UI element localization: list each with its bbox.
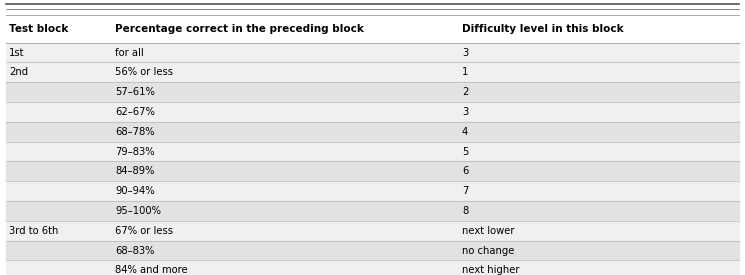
Bar: [6, 260, 739, 275]
Bar: [6, 43, 739, 62]
Text: 5: 5: [462, 147, 469, 156]
Text: 8: 8: [462, 206, 468, 216]
Bar: [6, 62, 739, 82]
Text: 79–83%: 79–83%: [115, 147, 155, 156]
Bar: [6, 221, 739, 241]
Bar: [6, 161, 739, 181]
Bar: [6, 122, 739, 142]
Text: next lower: next lower: [462, 226, 514, 236]
Text: 3: 3: [462, 48, 468, 57]
Bar: [6, 142, 739, 161]
Text: 6: 6: [462, 166, 469, 176]
Text: 57–61%: 57–61%: [115, 87, 156, 97]
Text: Percentage correct in the preceding block: Percentage correct in the preceding bloc…: [115, 24, 364, 34]
Bar: [6, 241, 739, 260]
Text: 2nd: 2nd: [9, 67, 28, 77]
Bar: [6, 82, 739, 102]
Text: 84–89%: 84–89%: [115, 166, 155, 176]
Text: 2: 2: [462, 87, 469, 97]
Text: 68–83%: 68–83%: [115, 246, 155, 255]
Text: 1st: 1st: [9, 48, 25, 57]
Text: no change: no change: [462, 246, 514, 255]
Text: 68–78%: 68–78%: [115, 127, 155, 137]
Text: 7: 7: [462, 186, 469, 196]
Text: 3: 3: [462, 107, 468, 117]
Text: 4: 4: [462, 127, 468, 137]
Text: for all: for all: [115, 48, 145, 57]
Text: 90–94%: 90–94%: [115, 186, 155, 196]
Bar: [6, 201, 739, 221]
Bar: [6, 15, 739, 43]
Text: next higher: next higher: [462, 265, 519, 275]
Text: Test block: Test block: [9, 24, 69, 34]
Bar: [6, 181, 739, 201]
Text: 95–100%: 95–100%: [115, 206, 162, 216]
Text: 62–67%: 62–67%: [115, 107, 156, 117]
Text: 1: 1: [462, 67, 469, 77]
Text: Difficulty level in this block: Difficulty level in this block: [462, 24, 624, 34]
Text: 3rd to 6th: 3rd to 6th: [9, 226, 58, 236]
Text: 67% or less: 67% or less: [115, 226, 174, 236]
Text: 84% and more: 84% and more: [115, 265, 188, 275]
Text: 56% or less: 56% or less: [115, 67, 174, 77]
Bar: [6, 102, 739, 122]
